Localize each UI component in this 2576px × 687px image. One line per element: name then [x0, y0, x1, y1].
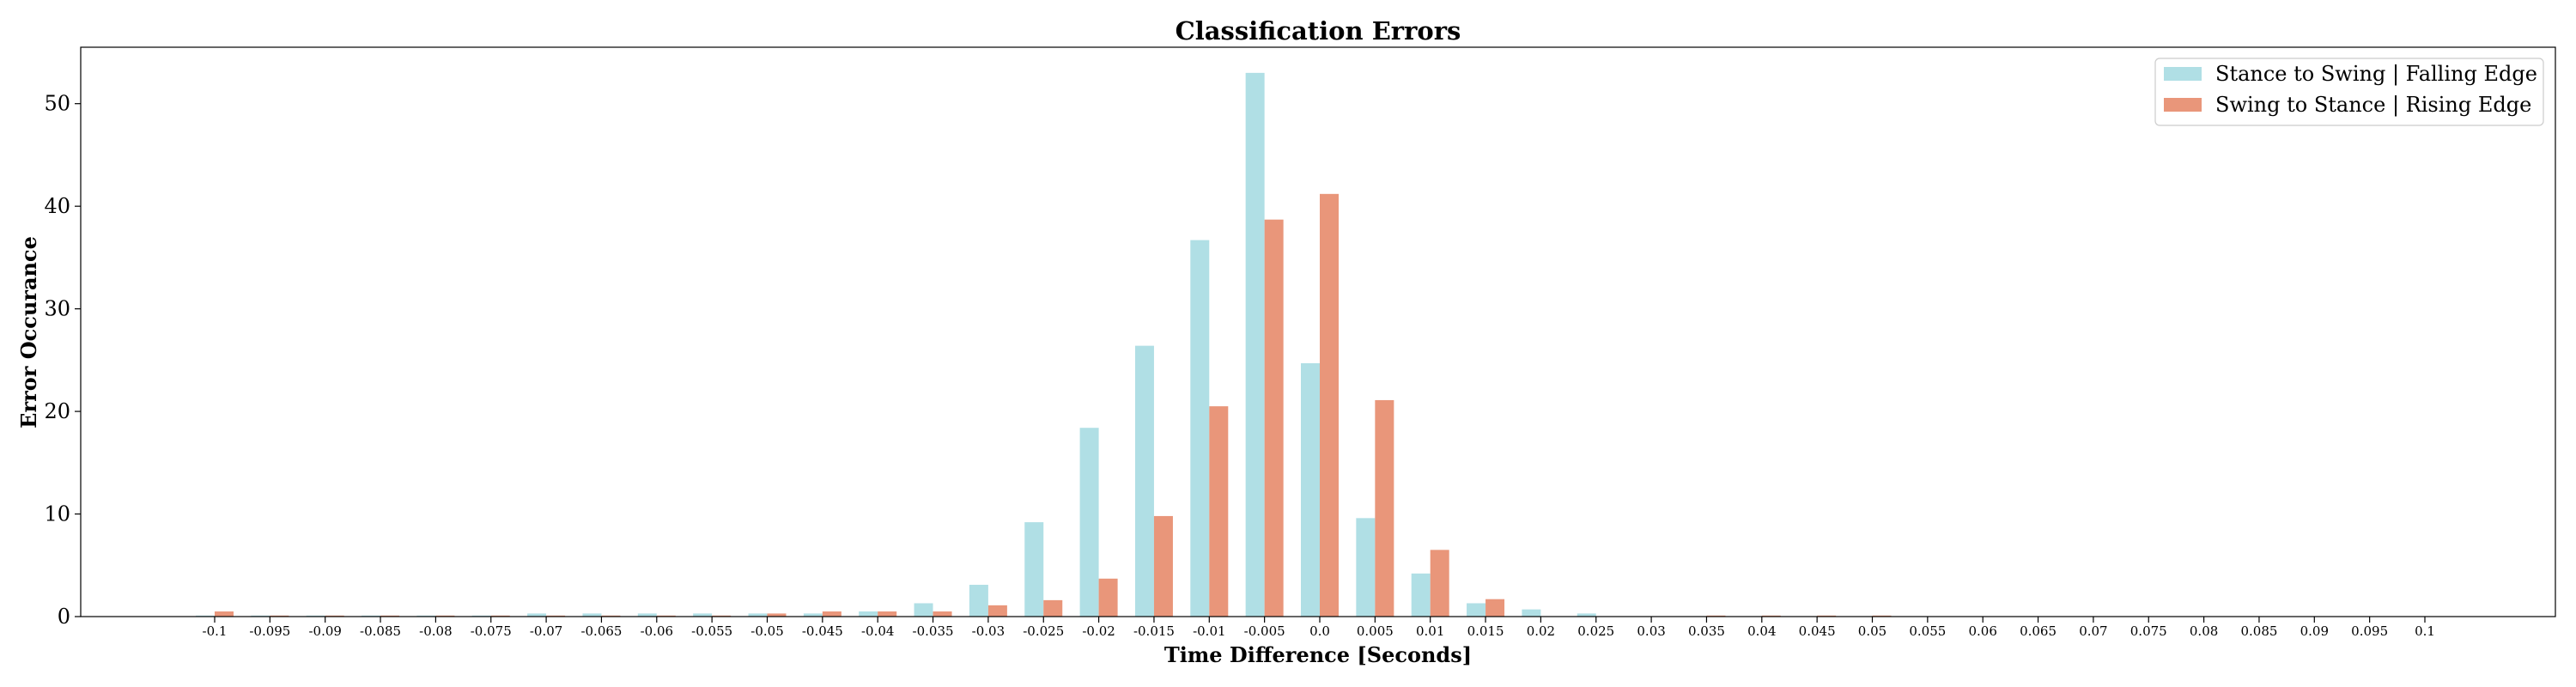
bar-series2-19: [1264, 219, 1284, 617]
bar-series1-17: [1134, 345, 1154, 617]
x-tick-label: 0.055: [1909, 623, 1946, 639]
bar-series1-7: [582, 613, 602, 617]
x-tick-label: -0.055: [691, 623, 732, 639]
x-tick-label: 0.065: [2020, 623, 2057, 639]
bar-series1-10: [748, 613, 768, 617]
bar-series1-15: [1024, 522, 1044, 617]
x-tick-label: 0.07: [2079, 623, 2107, 639]
bar-series2-17: [1153, 515, 1173, 617]
bar-series2-15: [1043, 599, 1063, 617]
x-tick-label: -0.035: [913, 623, 954, 639]
x-tick-label: 0.04: [1747, 623, 1776, 639]
x-tick-label: 0.005: [1357, 623, 1394, 639]
x-tick-label: -0.09: [308, 623, 341, 639]
bar-series1-13: [914, 603, 933, 617]
y-tick-label: 20: [44, 399, 70, 423]
legend: Stance to Swing | Falling Edge Swing to S…: [2154, 58, 2544, 126]
y-tick-label: 30: [44, 297, 70, 321]
legend-swatch-2: [2164, 98, 2202, 112]
bar-series1-11: [803, 613, 823, 617]
bar-series1-22: [1411, 573, 1431, 617]
bar-series2-12: [878, 611, 897, 617]
bar-series2-16: [1098, 578, 1118, 617]
bars-group: [196, 72, 1892, 617]
bar-series2-14: [987, 605, 1007, 617]
x-tick-label: 0.03: [1637, 623, 1665, 639]
x-tick-label: 0.025: [1577, 623, 1614, 639]
x-tick-label: 0.045: [1799, 623, 1836, 639]
bar-series1-14: [969, 584, 988, 617]
x-tick-label: -0.025: [1023, 623, 1064, 639]
x-tick-label: -0.045: [802, 623, 843, 639]
x-tick-label: 0.05: [1858, 623, 1886, 639]
x-tick-label: -0.065: [580, 623, 622, 639]
bar-series1-9: [693, 613, 713, 617]
y-tick-label: 50: [44, 92, 70, 116]
bar-series1-6: [527, 613, 547, 617]
y-axis-label: Error Occurance: [16, 236, 41, 429]
bar-series2-11: [822, 611, 841, 617]
legend-swatch-1: [2164, 67, 2202, 81]
x-tick-label: 0.06: [1968, 623, 1996, 639]
bar-series2-21: [1375, 399, 1394, 617]
x-tick-label: -0.075: [471, 623, 512, 639]
bar-series1-24: [1522, 609, 1541, 617]
chart-title: Classification Errors: [1176, 16, 1461, 46]
x-tick-label: 0.035: [1688, 623, 1725, 639]
bar-series1-12: [859, 611, 878, 617]
bar-series2-22: [1430, 550, 1449, 617]
bar-series2-0: [215, 611, 234, 617]
bar-series1-21: [1356, 518, 1376, 617]
x-tick-label: 0.09: [2300, 623, 2329, 639]
bar-series2-13: [933, 611, 952, 617]
bar-series1-8: [637, 613, 657, 617]
x-tick-label: -0.02: [1082, 623, 1115, 639]
x-tick-label: -0.06: [641, 623, 673, 639]
x-tick-label: -0.01: [1193, 623, 1225, 639]
x-tick-label: -0.015: [1133, 623, 1175, 639]
x-tick-label: 0.0: [1309, 623, 1330, 639]
bar-series2-10: [767, 613, 787, 617]
x-tick-label: -0.085: [360, 623, 401, 639]
x-tick-label: -0.005: [1244, 623, 1285, 639]
x-tick-label: -0.095: [249, 623, 290, 639]
y-tick-label: 40: [44, 194, 70, 218]
x-tick-label: 0.085: [2240, 623, 2277, 639]
x-tick-label: 0.075: [2130, 623, 2167, 639]
bar-series2-23: [1485, 599, 1505, 617]
x-tick-label: 0.1: [2415, 623, 2435, 639]
y-tick-label: 0: [58, 605, 70, 629]
bar-series1-25: [1577, 613, 1596, 617]
x-tick-label: -0.07: [530, 623, 562, 639]
bar-series2-20: [1320, 193, 1339, 617]
bar-series1-16: [1079, 428, 1099, 617]
bar-series1-18: [1190, 240, 1210, 617]
legend-label-1: Stance to Swing | Falling Edge: [2215, 62, 2537, 87]
y-axis: 0 10 20 30 40 50: [44, 92, 81, 629]
x-axis-label: Time Difference [Seconds]: [1164, 642, 1472, 667]
bar-series1-19: [1245, 72, 1265, 617]
x-tick-label: -0.03: [972, 623, 1005, 639]
legend-box: [2154, 58, 2544, 126]
legend-label-2: Swing to Stance | Rising Edge: [2215, 93, 2531, 118]
bar-series1-20: [1301, 362, 1320, 617]
bar-series1-23: [1467, 603, 1486, 617]
x-tick-label: 0.08: [2190, 623, 2218, 639]
x-tick-label: -0.1: [203, 623, 228, 639]
bar-series2-18: [1209, 406, 1229, 617]
y-tick-label: 10: [44, 502, 70, 526]
x-tick-label: -0.04: [861, 623, 894, 639]
x-tick-label: 0.095: [2351, 623, 2388, 639]
x-axis: -0.1 -0.095 -0.09 -0.085 -0.08 -0.075 -0.07 -0.…: [203, 617, 2435, 639]
plot-frame: [80, 46, 2556, 617]
x-tick-label: -0.08: [419, 623, 452, 639]
x-tick-label: 0.01: [1416, 623, 1444, 639]
x-tick-label: -0.05: [750, 623, 783, 639]
x-tick-label: 0.015: [1467, 623, 1504, 639]
x-tick-label: 0.02: [1527, 623, 1555, 639]
